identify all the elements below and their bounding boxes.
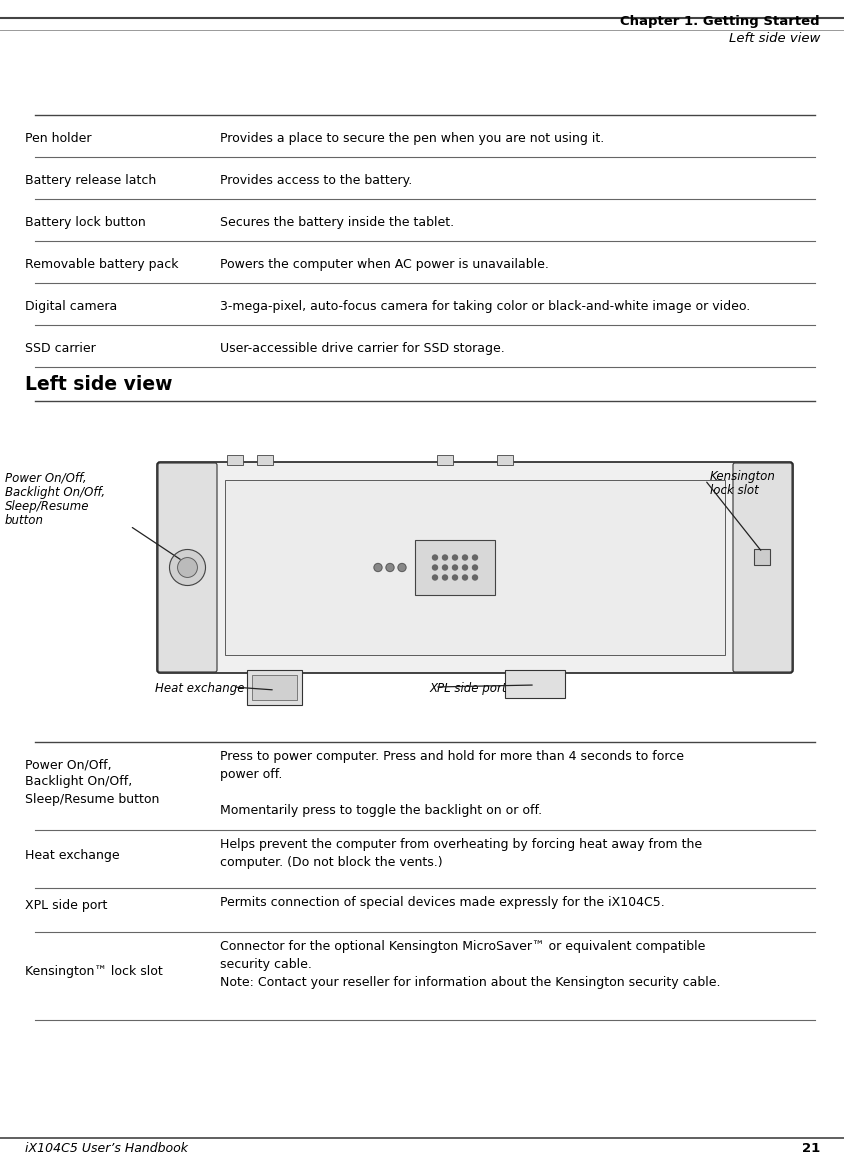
Text: Sleep/Resume: Sleep/Resume xyxy=(5,500,89,513)
Text: Left side view: Left side view xyxy=(728,32,819,45)
Circle shape xyxy=(462,565,467,570)
Text: Left side view: Left side view xyxy=(25,375,172,395)
FancyBboxPatch shape xyxy=(158,463,217,672)
Circle shape xyxy=(472,565,477,570)
Text: Press to power computer. Press and hold for more than 4 seconds to force
power o: Press to power computer. Press and hold … xyxy=(219,750,683,817)
Text: User-accessible drive carrier for SSD storage.: User-accessible drive carrier for SSD st… xyxy=(219,342,504,355)
Text: Permits connection of special devices made expressly for the iX104C5.: Permits connection of special devices ma… xyxy=(219,896,664,909)
Text: Kensington: Kensington xyxy=(709,470,775,482)
Text: Connector for the optional Kensington MicroSaver™ or equivalent compatible
secur: Connector for the optional Kensington Mi… xyxy=(219,939,720,989)
Bar xyxy=(436,455,452,465)
Text: Helps prevent the computer from overheating by forcing heat away from the
comput: Helps prevent the computer from overheat… xyxy=(219,838,701,869)
Text: Power On/Off,
Backlight On/Off,
Sleep/Resume button: Power On/Off, Backlight On/Off, Sleep/Re… xyxy=(25,759,160,805)
Text: XPL side port: XPL side port xyxy=(430,681,507,695)
Text: Provides a place to secure the pen when you are not using it.: Provides a place to secure the pen when … xyxy=(219,133,603,146)
Text: Battery release latch: Battery release latch xyxy=(25,175,156,187)
Bar xyxy=(414,540,495,595)
FancyBboxPatch shape xyxy=(157,462,792,673)
Text: Provides access to the battery.: Provides access to the battery. xyxy=(219,175,412,187)
Text: Pen holder: Pen holder xyxy=(25,133,91,146)
Circle shape xyxy=(442,555,447,560)
Circle shape xyxy=(177,558,197,577)
Text: 21: 21 xyxy=(801,1142,819,1155)
Circle shape xyxy=(432,565,437,570)
Circle shape xyxy=(462,555,467,560)
Bar xyxy=(225,480,724,655)
Text: XPL side port: XPL side port xyxy=(25,899,107,913)
Circle shape xyxy=(472,575,477,580)
Text: SSD carrier: SSD carrier xyxy=(25,342,95,355)
Text: Powers the computer when AC power is unavailable.: Powers the computer when AC power is una… xyxy=(219,258,549,272)
Circle shape xyxy=(472,555,477,560)
Text: Kensington™ lock slot: Kensington™ lock slot xyxy=(25,965,163,979)
Circle shape xyxy=(462,575,467,580)
Text: Power On/Off,: Power On/Off, xyxy=(5,472,87,485)
Text: Digital camera: Digital camera xyxy=(25,301,117,314)
Bar xyxy=(496,455,512,465)
Circle shape xyxy=(432,575,437,580)
Bar xyxy=(252,675,297,700)
Text: lock slot: lock slot xyxy=(709,484,758,498)
Circle shape xyxy=(452,575,457,580)
Circle shape xyxy=(452,555,457,560)
Bar xyxy=(754,550,770,566)
Circle shape xyxy=(374,563,381,572)
Circle shape xyxy=(398,563,405,572)
Text: Heat exchange: Heat exchange xyxy=(154,681,244,695)
Circle shape xyxy=(170,550,205,585)
Circle shape xyxy=(442,575,447,580)
FancyBboxPatch shape xyxy=(732,463,791,672)
Circle shape xyxy=(386,563,393,572)
Circle shape xyxy=(442,565,447,570)
Bar xyxy=(257,455,273,465)
Text: Heat exchange: Heat exchange xyxy=(25,848,120,862)
Text: 3-mega-pixel, auto-focus camera for taking color or black-and-white image or vid: 3-mega-pixel, auto-focus camera for taki… xyxy=(219,301,749,314)
Text: Removable battery pack: Removable battery pack xyxy=(25,258,178,272)
Circle shape xyxy=(452,565,457,570)
Bar xyxy=(247,670,302,705)
Text: Backlight On/Off,: Backlight On/Off, xyxy=(5,486,105,499)
Circle shape xyxy=(432,555,437,560)
Bar xyxy=(505,670,565,698)
Text: iX104C5 User’s Handbook: iX104C5 User’s Handbook xyxy=(25,1142,187,1155)
Text: button: button xyxy=(5,514,44,526)
Text: Battery lock button: Battery lock button xyxy=(25,216,145,229)
Bar xyxy=(227,455,243,465)
Text: Secures the battery inside the tablet.: Secures the battery inside the tablet. xyxy=(219,216,453,229)
Text: Chapter 1. Getting Started: Chapter 1. Getting Started xyxy=(619,15,819,28)
